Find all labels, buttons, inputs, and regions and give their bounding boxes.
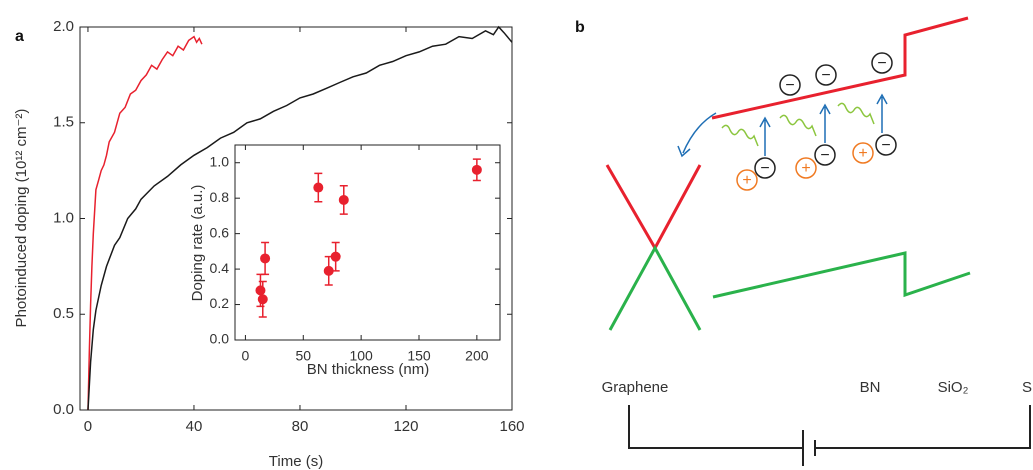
electron-sign: − (785, 77, 794, 94)
y-tick-label: 0.0 (210, 331, 230, 347)
layer-label: SiO₂ (938, 379, 969, 396)
hole (736, 169, 758, 191)
series-line (87, 35, 203, 411)
transfer-arrow (682, 112, 717, 154)
y-tick-label: 0.5 (53, 305, 74, 322)
electron-sign: − (760, 160, 769, 177)
x-tick-label: 40 (186, 418, 203, 435)
graphene-cone-upper (605, 164, 702, 252)
electron (875, 134, 897, 156)
charges: −−−−−−+++ (736, 52, 897, 191)
x-tick-label: 80 (292, 418, 309, 435)
photon (779, 114, 817, 137)
electron (814, 144, 836, 166)
graphene-cone-lower (608, 244, 702, 331)
arrow-head (677, 145, 691, 158)
hole-sign: + (801, 160, 810, 177)
hole (852, 142, 874, 164)
hole (795, 157, 817, 179)
electron (779, 74, 801, 96)
x-axis-label: Time (s) (269, 453, 323, 470)
data-point (323, 265, 334, 276)
excite-arrow (819, 103, 831, 143)
x-tick-label: 0 (242, 348, 250, 364)
inset-y-label: Doping rate (a.u.) (189, 185, 206, 302)
panel-label: b (575, 19, 585, 36)
electron-sign: − (820, 147, 829, 164)
layer-label: Graphene (602, 379, 669, 396)
x-tick-label: 200 (465, 348, 489, 364)
y-tick-label: 1.5 (53, 114, 74, 131)
y-tick-label: 0.2 (210, 295, 230, 311)
photon-arrows (721, 102, 875, 147)
electron (815, 64, 837, 86)
x-tick-label: 50 (295, 348, 311, 364)
layer-label: S (1022, 379, 1032, 396)
series-line (87, 25, 513, 411)
electron (871, 52, 893, 74)
electron-sign: − (877, 55, 886, 72)
y-axis-label: Photoinduced doping (10¹² cm⁻²) (13, 109, 30, 328)
x-tick-label: 150 (407, 348, 431, 364)
plot-frame (234, 144, 501, 341)
data-point (255, 285, 266, 296)
y-tick-label: 0.6 (210, 224, 230, 240)
valence-band (712, 251, 971, 299)
excite-arrow (876, 93, 888, 133)
photon (837, 102, 875, 125)
x-tick-label: 0 (84, 418, 92, 435)
data-point (260, 253, 271, 264)
electron (754, 157, 776, 179)
conduction-band (711, 16, 969, 120)
y-tick-label: 2.0 (53, 18, 74, 35)
arrows (677, 93, 888, 158)
x-tick-label: 100 (349, 348, 373, 364)
electron-sign: − (881, 137, 890, 154)
data-point (338, 194, 349, 205)
hole-sign: + (742, 172, 751, 189)
circuit (628, 405, 1031, 466)
photon (721, 124, 759, 147)
data-point (313, 182, 324, 193)
layer-label: BN (860, 379, 881, 396)
data-point (330, 251, 341, 262)
data-point (257, 294, 268, 305)
y-tick-label: 1.0 (53, 209, 74, 226)
y-tick-label: 0.8 (210, 189, 230, 205)
x-tick-label: 160 (499, 418, 524, 435)
electron-sign: − (821, 67, 830, 84)
y-tick-label: 0.4 (210, 260, 230, 276)
data-point (471, 164, 482, 175)
excite-arrow (759, 116, 771, 156)
hole-sign: + (858, 145, 867, 162)
inset-x-label: BN thickness (nm) (307, 361, 430, 378)
y-tick-label: 0.0 (53, 401, 74, 418)
band-diagram: b (575, 16, 1031, 466)
panel-label: a (15, 28, 24, 45)
y-tick-label: 1.0 (210, 153, 230, 169)
x-tick-label: 120 (393, 418, 418, 435)
